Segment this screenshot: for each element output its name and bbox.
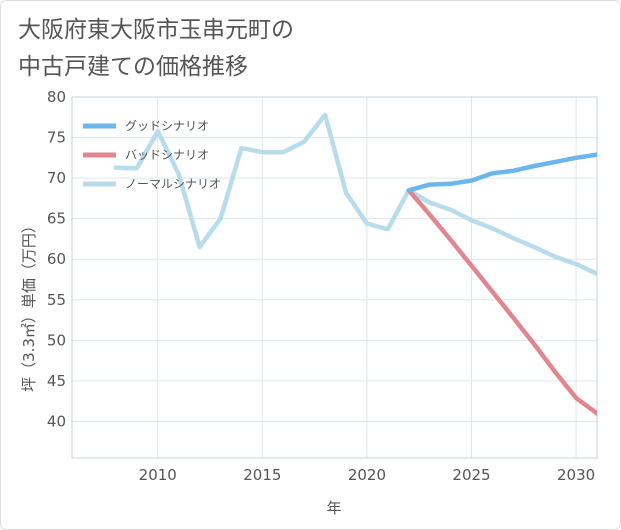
series-line-1: [406, 188, 597, 416]
series-line-2: [113, 112, 597, 277]
y-tick-labels: 40 45 50 55 60 65 70 75 80: [47, 88, 66, 430]
y-tick-75: 75: [47, 129, 66, 147]
series-line-0: [406, 152, 597, 193]
y-tick-50: 50: [47, 331, 66, 349]
series-lines: [113, 112, 597, 416]
grid: [72, 96, 597, 458]
x-tick-2015: 2015: [243, 466, 281, 484]
y-tick-80: 80: [47, 88, 66, 106]
y-tick-45: 45: [47, 372, 66, 390]
title-line-2: 中古戸建ての価格推移: [18, 54, 248, 80]
chart-title: 大阪府東大阪市玉串元町の 中古戸建ての価格推移: [18, 12, 294, 86]
plot-area-border: [71, 96, 598, 459]
x-tick-labels: 2010 2015 2020 2025 2030: [139, 466, 596, 484]
x-axis-label: 年: [326, 499, 341, 517]
y-tick-40: 40: [47, 412, 66, 430]
y-tick-60: 60: [47, 250, 66, 268]
x-tick-2020: 2020: [348, 466, 386, 484]
y-axis-label: 坪（3.3㎡）単価（万円）: [20, 218, 38, 392]
legend-label-2: ノーマルシナリオ: [125, 177, 221, 191]
legend-label-0: グッドシナリオ: [125, 119, 209, 133]
legend-label-1: バッドシナリオ: [125, 148, 209, 162]
x-tick-2010: 2010: [139, 466, 177, 484]
y-tick-65: 65: [47, 210, 66, 228]
x-tick-2025: 2025: [452, 466, 490, 484]
y-tick-55: 55: [47, 291, 66, 309]
title-line-1: 大阪府東大阪市玉串元町の: [18, 17, 294, 43]
y-tick-70: 70: [47, 169, 66, 187]
x-tick-2030: 2030: [557, 466, 595, 484]
